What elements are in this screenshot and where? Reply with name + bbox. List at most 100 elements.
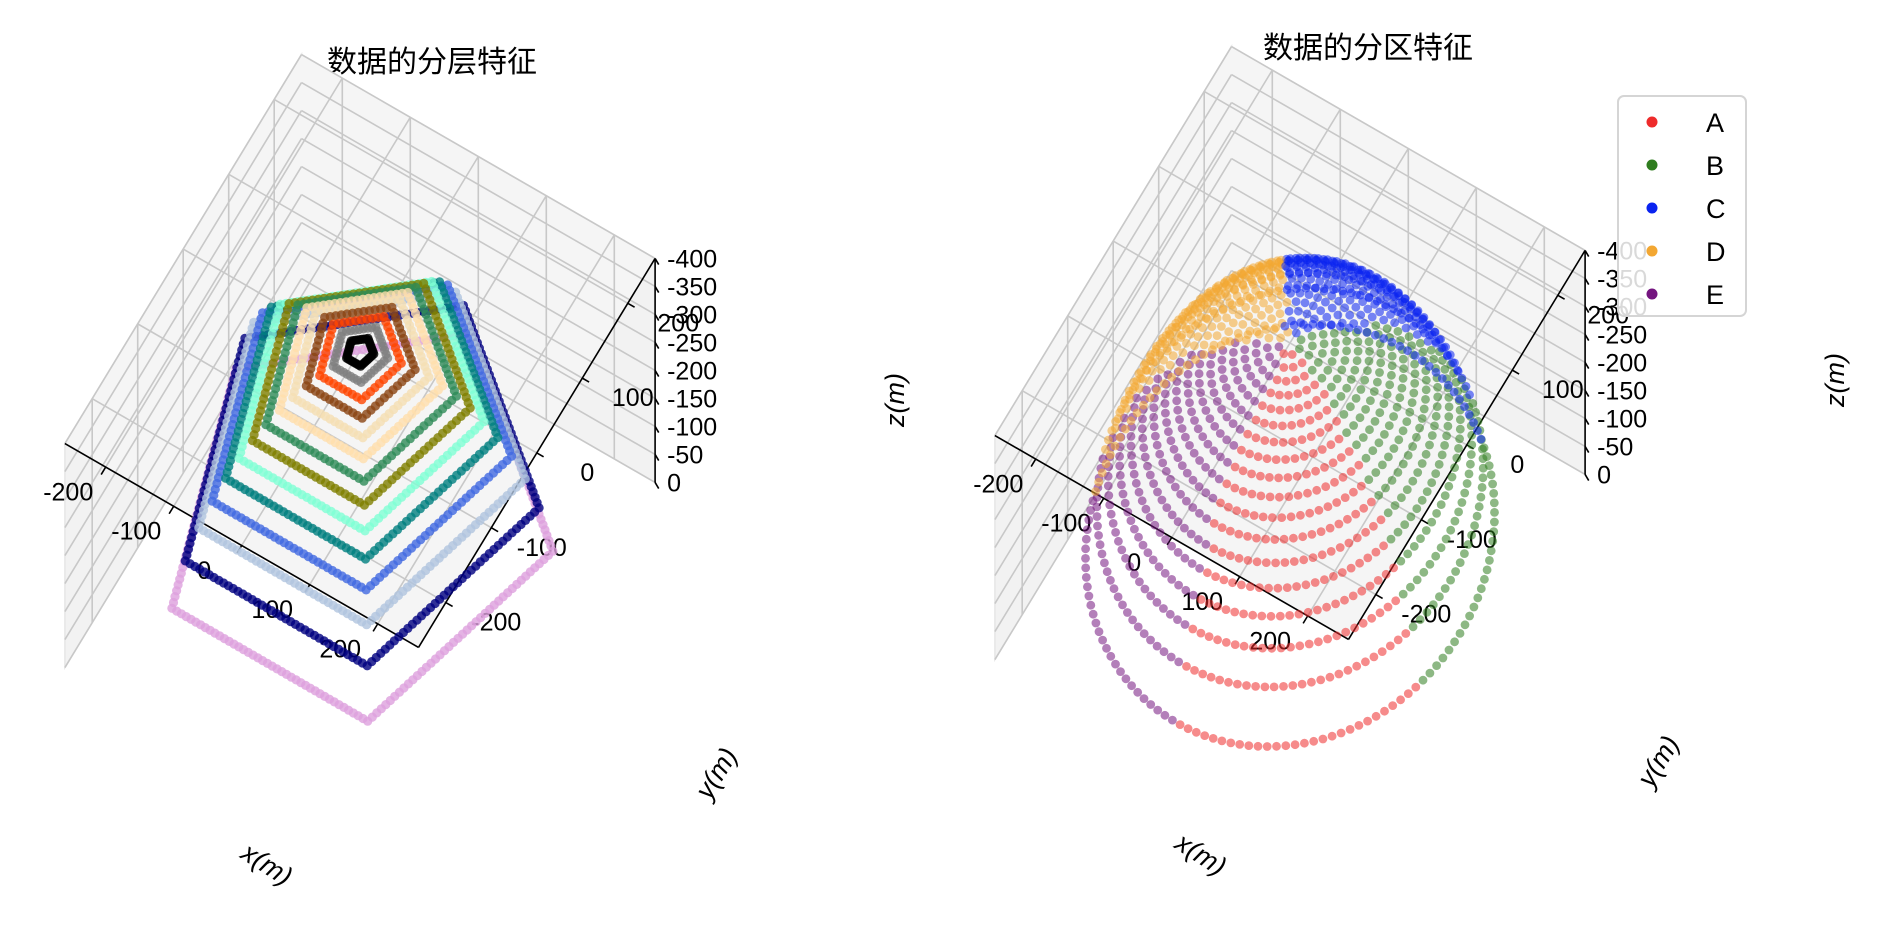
zone-point	[1285, 405, 1294, 415]
zone-point	[1199, 340, 1209, 350]
zone-point	[1489, 498, 1499, 508]
zone-point	[1282, 285, 1292, 294]
z-tick-label: -350	[667, 273, 717, 301]
zone-point	[1237, 580, 1246, 590]
zone-point	[1121, 674, 1131, 684]
zone-point	[1265, 492, 1275, 502]
zone-point	[1115, 452, 1124, 461]
zone-point	[1185, 324, 1195, 334]
zone-point	[1363, 553, 1373, 563]
zone-point	[1329, 572, 1338, 581]
zone-point	[1224, 502, 1233, 512]
grid-line	[64, 110, 303, 500]
zone-point	[1260, 418, 1269, 428]
zone-point	[1254, 290, 1264, 300]
zone-point	[1452, 453, 1462, 463]
zone-point	[1182, 468, 1192, 478]
zone-point	[1262, 454, 1272, 464]
zone-point	[1159, 604, 1168, 613]
zone-point	[1302, 385, 1311, 395]
zone-point	[1130, 382, 1140, 391]
zone-point	[1185, 398, 1194, 408]
zone-point	[1158, 336, 1168, 346]
zone-point	[1228, 357, 1238, 367]
zone-point	[1246, 371, 1256, 381]
zone-point	[1180, 523, 1189, 533]
zone-point	[1160, 389, 1170, 399]
zone-point	[1451, 567, 1460, 576]
zone-point	[1140, 452, 1150, 462]
zone-point	[1252, 339, 1261, 348]
zone-point	[1173, 548, 1183, 557]
zone-point	[1432, 402, 1442, 411]
zone-point	[1206, 360, 1215, 369]
zone-point	[1305, 415, 1315, 425]
z-tick	[654, 482, 660, 489]
zone-point	[1485, 556, 1494, 565]
zone-point	[1139, 400, 1148, 410]
zone-point	[1129, 469, 1139, 479]
zone-point	[1412, 330, 1422, 339]
zone-point	[1127, 681, 1136, 691]
zone-point	[1270, 535, 1280, 544]
zone-point	[1300, 260, 1309, 269]
zone-point	[1230, 607, 1240, 617]
zone-point	[1358, 433, 1368, 442]
zone-point	[1149, 422, 1159, 432]
zone-point	[1195, 564, 1204, 573]
zone-point	[1353, 268, 1363, 277]
zone-point	[1162, 344, 1172, 353]
x-tick-label: -100	[111, 518, 161, 546]
zone-point	[1300, 298, 1310, 308]
z-tick	[654, 426, 660, 433]
zone-point	[1134, 487, 1144, 497]
layer-point	[389, 307, 399, 318]
layer-point	[381, 317, 391, 327]
zone-point	[1389, 304, 1398, 314]
zone-point	[1484, 461, 1494, 470]
zone-point	[1288, 437, 1297, 446]
zone-point	[1370, 330, 1380, 340]
zone-point	[1304, 639, 1314, 649]
zone-point	[1161, 466, 1171, 476]
zone-point	[1187, 559, 1197, 568]
zone-point	[1286, 512, 1296, 522]
zone-point	[1316, 306, 1326, 316]
zone-point	[1375, 368, 1384, 377]
z-tick	[654, 258, 660, 265]
zone-point	[1329, 399, 1339, 409]
zone-point	[1320, 463, 1329, 472]
grid-line	[64, 166, 303, 556]
zone-point	[1421, 449, 1431, 459]
zone-point	[1344, 538, 1354, 548]
zone-point	[1215, 429, 1225, 438]
zone-point	[1454, 507, 1463, 517]
legend-marker-a	[1646, 116, 1658, 128]
zone-point	[1316, 527, 1326, 536]
zone-point	[1284, 492, 1294, 502]
zone-point	[1323, 502, 1333, 512]
zone-point	[1338, 472, 1348, 482]
zone-point	[1313, 293, 1322, 302]
zone-point	[1142, 366, 1152, 375]
zone-point	[1412, 308, 1421, 318]
zone-point	[1238, 466, 1248, 476]
zone-point	[1412, 575, 1422, 585]
zone-point	[1115, 461, 1125, 471]
zone-point	[1168, 715, 1177, 725]
zone-point	[1355, 290, 1365, 300]
zone-point	[1160, 710, 1170, 720]
zone-point	[1336, 263, 1346, 273]
zone-point	[1421, 526, 1431, 535]
zone-point	[1173, 517, 1183, 527]
zone-point	[1314, 411, 1324, 421]
zone-point	[1356, 481, 1366, 491]
zone-point	[1478, 473, 1488, 483]
zone-point	[1425, 668, 1435, 678]
zone-point	[1371, 711, 1381, 721]
grid-line	[301, 165, 656, 372]
zone-point	[1188, 503, 1198, 512]
zone-point	[1128, 615, 1137, 625]
zone-point	[1354, 721, 1364, 730]
zone-point	[1453, 365, 1462, 375]
